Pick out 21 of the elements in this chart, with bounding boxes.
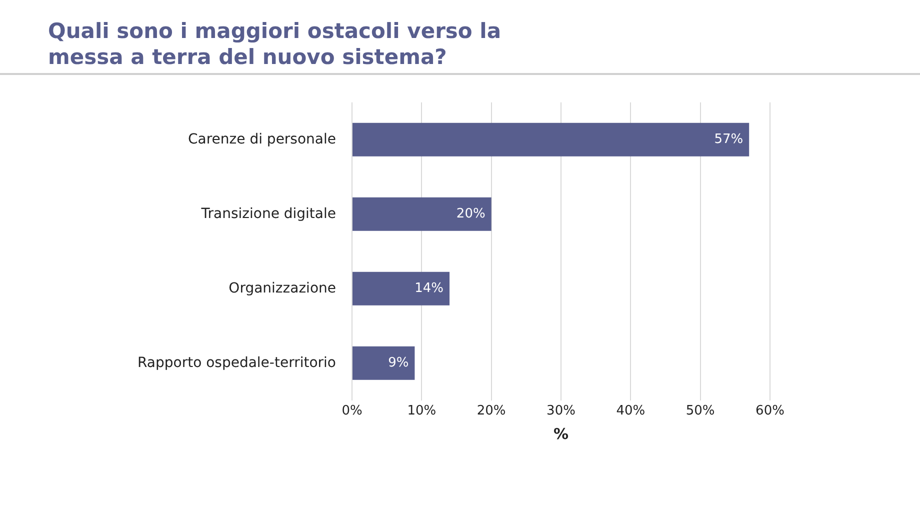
y-tick-label: Rapporto ospedale-territorio (137, 354, 336, 371)
y-tick-label: Carenze di personale (188, 131, 336, 148)
x-tick-label: 30% (546, 404, 576, 419)
y-tick-label: Transizione digitale (200, 206, 336, 222)
data-label: 57% (714, 132, 744, 148)
x-tick-label: 40% (616, 404, 646, 419)
x-tick-label: 60% (756, 404, 784, 419)
chart-title: Quali sono i maggiori ostacoli verso la messa a terra del nuovo sistema? (48, 18, 502, 70)
data-label: 14% (414, 281, 444, 296)
bar (352, 272, 450, 306)
x-tick-label: 20% (476, 404, 506, 419)
x-tick-label: 0% (342, 404, 362, 419)
x-tick-label: 10% (407, 404, 436, 419)
bar (352, 346, 415, 380)
data-label: 9% (388, 356, 409, 371)
x-tick-label: 50% (686, 404, 715, 419)
x-axis-title: % (553, 424, 569, 443)
bar (352, 122, 750, 156)
y-tick-label: Organizzazione (228, 280, 336, 296)
bar (352, 197, 492, 231)
data-label: 20% (456, 206, 486, 222)
